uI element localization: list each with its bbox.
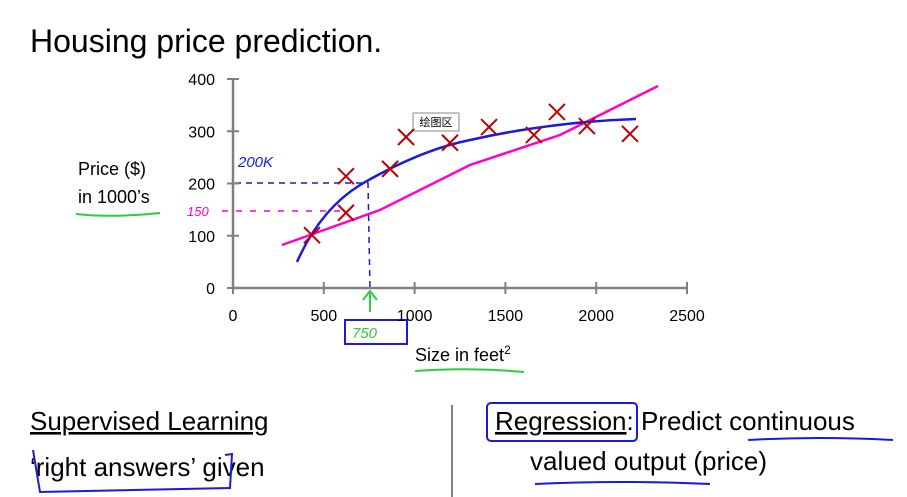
- point: [303, 226, 321, 244]
- section-text: valued output (price): [530, 446, 767, 476]
- text: valued output: [530, 446, 687, 476]
- highlight-stroke: [747, 437, 894, 441]
- point: [578, 117, 596, 135]
- point: [441, 134, 459, 152]
- point: [525, 126, 543, 144]
- annotation: 150: [187, 204, 209, 219]
- x-tick-label: 0: [229, 308, 238, 325]
- highlight-stroke: [75, 212, 161, 217]
- x-tick-label: 1500: [488, 308, 524, 325]
- x-axis-label: Size in feet2: [415, 343, 511, 365]
- fit-line: [281, 84, 659, 247]
- section-text: Regression: Predict continuous: [495, 406, 855, 436]
- point: [397, 128, 415, 146]
- text: (price): [686, 446, 767, 476]
- y-tick-label: 300: [188, 124, 215, 141]
- tooltip: 绘图区: [420, 115, 453, 129]
- highlight-stroke: [534, 481, 711, 485]
- text: : Predict: [627, 406, 730, 436]
- x-axis-label-text: Size in feet: [415, 345, 504, 365]
- x-tick-label: 2500: [669, 308, 705, 325]
- x-tick-label: 500: [310, 308, 337, 325]
- point: [337, 204, 355, 222]
- annotation: 750: [352, 325, 378, 342]
- y-tick-label: 0: [206, 281, 215, 298]
- fit-curve: [295, 117, 637, 263]
- y-axis-label: in 1000’s: [78, 187, 150, 207]
- annotation-box: [344, 319, 408, 345]
- annotation: 200K: [237, 154, 274, 171]
- text: continuous: [729, 406, 855, 436]
- y-tick-label: 200: [188, 177, 215, 194]
- y-axis-label: Price ($): [78, 159, 146, 179]
- point: [337, 167, 355, 185]
- point: [480, 118, 498, 136]
- point: [381, 160, 399, 178]
- slide-title: Housing price prediction.: [30, 23, 382, 59]
- tooltip-box: [412, 112, 460, 132]
- x-tick-label: 1000: [397, 308, 433, 325]
- arrow: [362, 289, 378, 312]
- highlight-box: [32, 449, 234, 494]
- keyword: Regression: [495, 406, 627, 436]
- highlight-stroke: [414, 368, 525, 373]
- highlight-box: [486, 402, 638, 442]
- x-axis-label-sup: 2: [504, 343, 511, 357]
- y-tick-label: 100: [188, 229, 215, 246]
- x-tick-label: 2000: [578, 308, 614, 325]
- section-text: ‘right answers’ given: [30, 452, 265, 482]
- y-tick-label: 400: [188, 72, 215, 89]
- point: [621, 125, 639, 143]
- guide-dash: [235, 182, 371, 291]
- point: [548, 103, 566, 121]
- section-heading: Supervised Learning: [30, 406, 269, 436]
